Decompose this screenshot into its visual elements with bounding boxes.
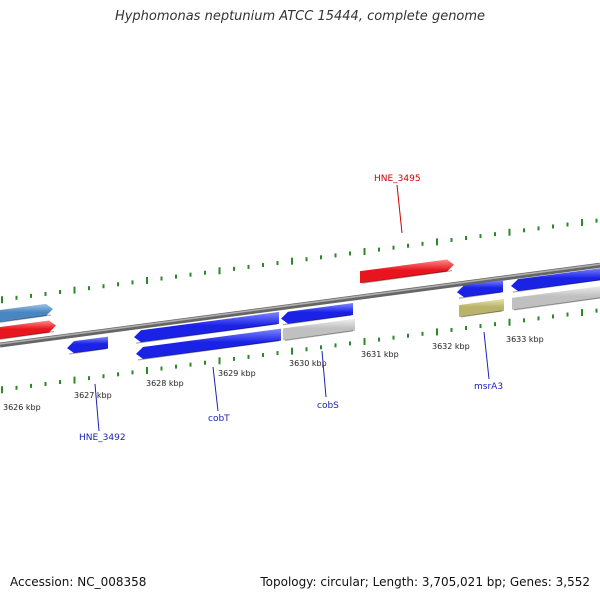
gene-reverse-right — [511, 268, 600, 292]
gene-cobs-upper-edge — [282, 314, 352, 326]
position-label: 3632 kbp — [432, 342, 470, 351]
gene-label-leader — [212, 366, 219, 412]
gene-label-leader — [321, 350, 327, 398]
genome-stats: Topology: circular; Length: 3,705,021 bp… — [260, 575, 590, 589]
gene-partial-left — [0, 303, 53, 322]
gene-hne-3492-edge — [68, 348, 107, 355]
gene-forward-left-edge — [0, 330, 55, 340]
gene-label-leader — [483, 331, 490, 380]
position-label: 3633 kbp — [506, 335, 544, 344]
position-label: 3628 kbp — [146, 379, 184, 388]
position-label: 3631 kbp — [361, 350, 399, 359]
gene-partial-left-edge — [0, 314, 52, 323]
accession-label: Accession: NC_008358 — [10, 575, 147, 589]
gene-cobs — [283, 318, 355, 341]
gene-msra3 — [459, 298, 504, 317]
backbone-line — [0, 262, 600, 348]
gene-hne-3495-edge — [361, 270, 453, 284]
gene-upper-reverse — [134, 311, 279, 343]
gene-hne-3492 — [67, 336, 108, 354]
gene-hne-3495 — [360, 259, 454, 284]
gene-upper-reverse-edge — [135, 323, 278, 344]
position-labels: 3626 kbp 3627 kbp 3628 kbp 3629 kbp 3630 kbp… — [3, 335, 544, 412]
gene-forward-left — [0, 320, 56, 339]
gene-label: HNE_3495 — [374, 174, 421, 184]
gene-label-leader — [396, 184, 403, 234]
gene-features — [0, 259, 600, 361]
outer-tick-ring — [1, 218, 598, 304]
position-label: 3630 kbp — [289, 359, 327, 368]
gene-msra3-upper — [457, 280, 503, 298]
gene-cobt-edge — [137, 340, 280, 361]
position-label: 3627 kbp — [74, 391, 112, 400]
position-label: 3626 kbp — [3, 403, 41, 412]
gene-reverse-right-edge — [512, 279, 600, 293]
map-title: Hyphomonas neptunium ATCC 15444, complet… — [114, 9, 486, 24]
gene-cobt — [136, 328, 281, 359]
gene-label-leader — [94, 383, 100, 432]
inner-tick-ring — [1, 308, 598, 394]
gene-label: cobT — [208, 414, 230, 424]
gene-other-right-edge — [513, 297, 600, 311]
genome-backbone — [0, 262, 600, 348]
gene-cobs-upper — [281, 303, 353, 324]
gene-label: msrA3 — [474, 382, 503, 392]
gene-other-right — [512, 286, 600, 310]
backbone-highlight — [0, 263, 600, 345]
position-label: 3629 kbp — [218, 369, 256, 378]
gene-label: HNE_3492 — [79, 433, 126, 443]
gene-cobs-edge — [284, 330, 354, 341]
gene-label: cobS — [317, 401, 339, 411]
gene-labels: HNE_3495 HNE_3492 cobT cobS msrA3 — [79, 174, 503, 443]
gene-msra3-edge — [460, 310, 503, 318]
gene-msra3-upper-edge — [458, 291, 502, 299]
